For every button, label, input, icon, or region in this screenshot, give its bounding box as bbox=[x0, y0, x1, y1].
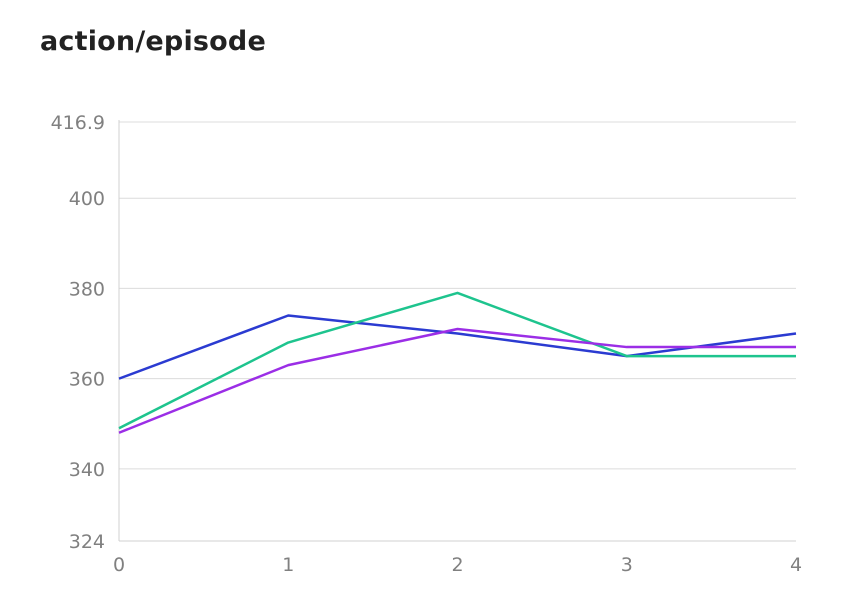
y-tick-labels: 324 340 360 380 400 416.9 bbox=[51, 112, 105, 553]
series-line-1 bbox=[118, 314, 797, 380]
y-tick-label: 324 bbox=[69, 531, 105, 553]
axes bbox=[118, 120, 796, 542]
y-tick-label: 416.9 bbox=[51, 112, 105, 134]
x-tick-label: 3 bbox=[621, 554, 633, 576]
y-tick-label: 380 bbox=[69, 278, 105, 300]
x-tick-label: 1 bbox=[282, 554, 294, 576]
x-tick-labels: 0 1 2 3 4 bbox=[113, 554, 802, 576]
y-tick-label: 360 bbox=[69, 369, 105, 391]
x-tick-label: 0 bbox=[113, 554, 125, 576]
series-line-2 bbox=[118, 291, 796, 430]
y-tick-label: 400 bbox=[69, 188, 105, 210]
series-lines bbox=[118, 291, 797, 434]
x-tick-label: 2 bbox=[451, 554, 463, 576]
x-tick-label: 4 bbox=[790, 554, 802, 576]
series-line-3 bbox=[118, 327, 796, 434]
chart-title: action/episode bbox=[40, 26, 266, 57]
grid-lines bbox=[119, 121, 796, 470]
y-tick-label: 340 bbox=[69, 459, 105, 481]
